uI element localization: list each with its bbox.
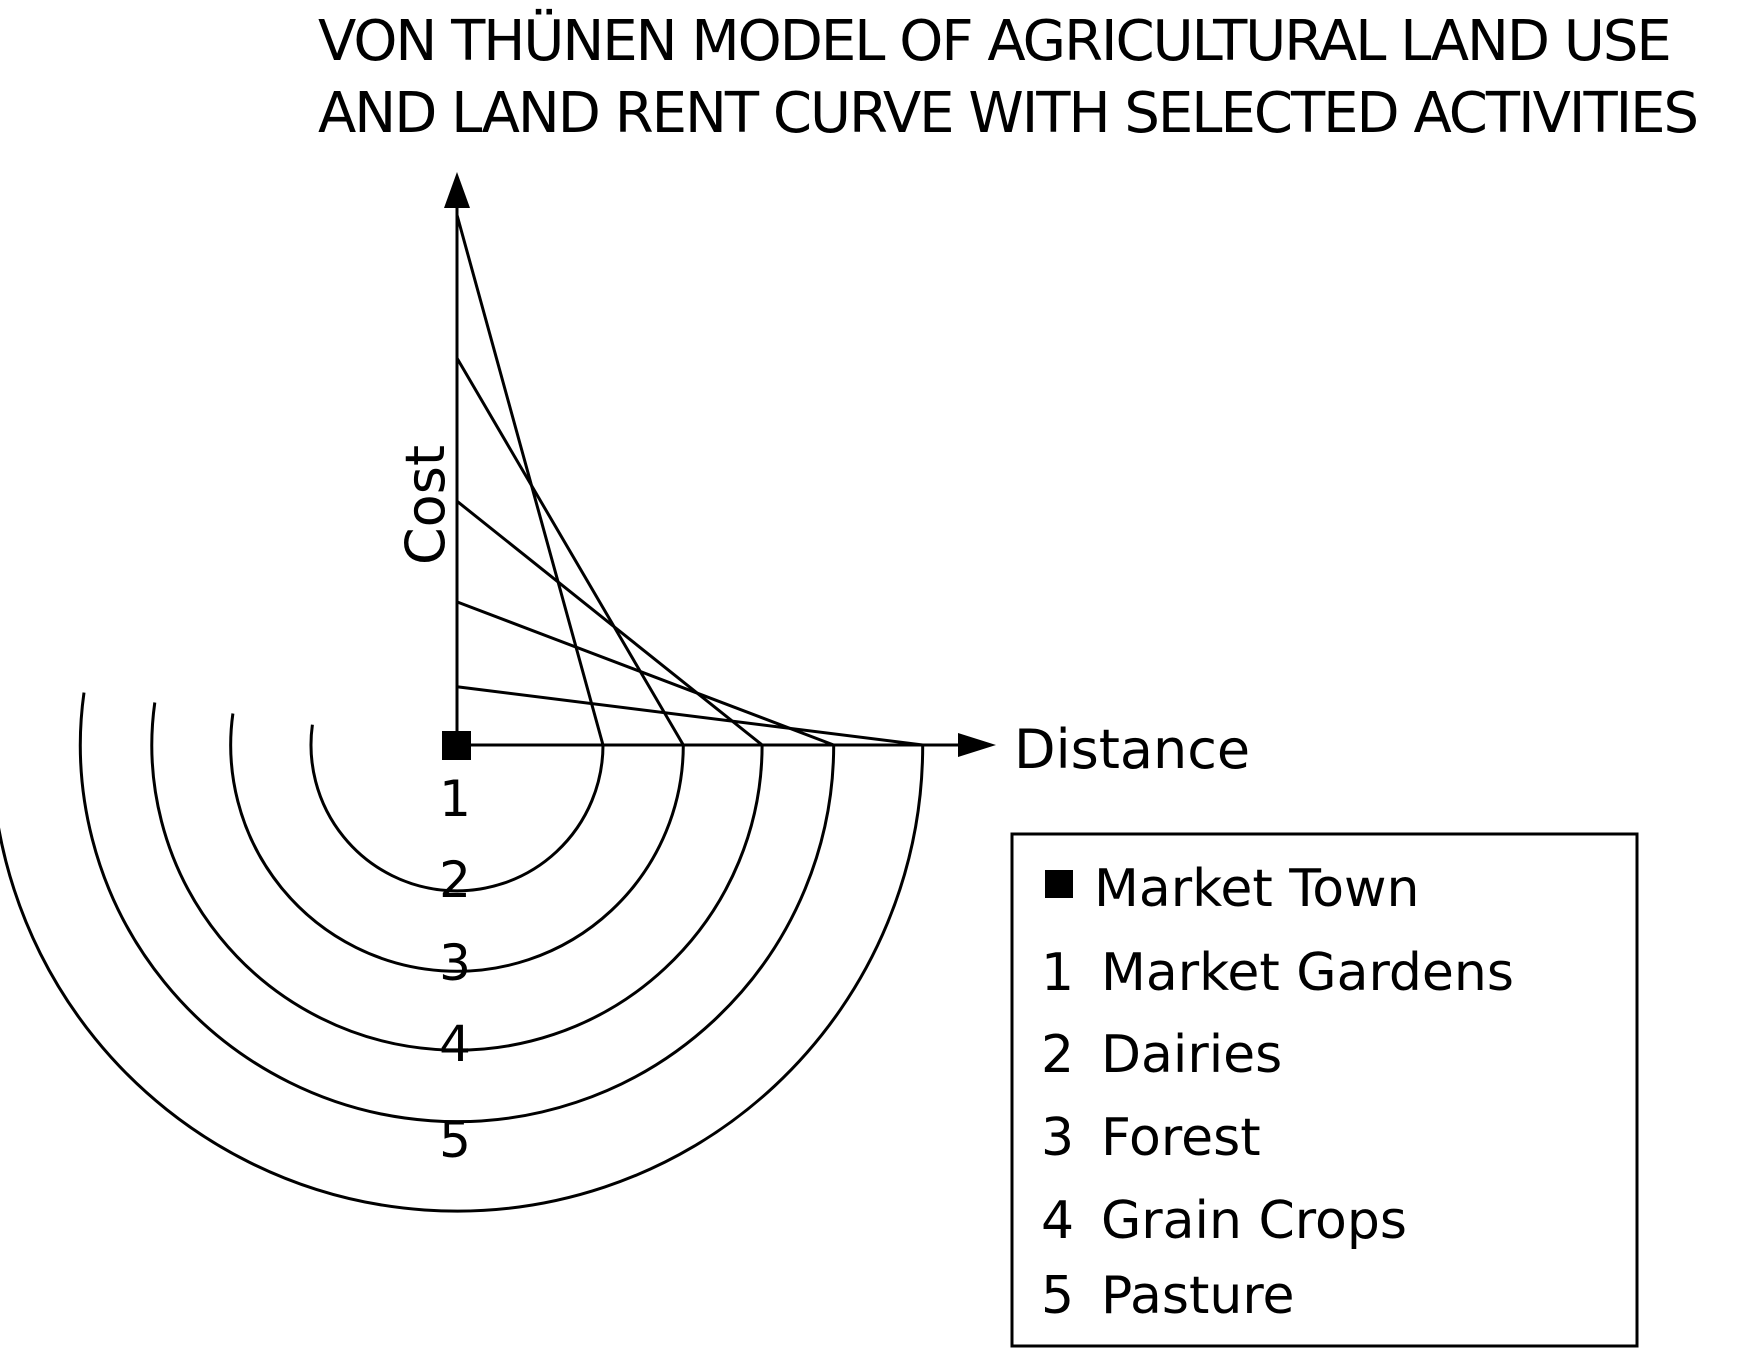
zone-label-4: 4 (439, 1015, 471, 1073)
legend-box (1010, 832, 1639, 1348)
zone-rings (0, 692, 925, 1213)
diagram-title: VON THÜNEN MODEL OF AGRICULTURAL LAND US… (318, 6, 1748, 150)
zone-ring-4 (78, 692, 836, 1124)
rent-curves (455, 214, 923, 747)
zone-ring-2 (229, 713, 685, 973)
legend-label-pasture: Pasture (1101, 1266, 1295, 1326)
y-axis-arrowhead (444, 172, 470, 208)
zone-ring-1 (309, 724, 605, 893)
legend-key-5: 5 (1041, 1266, 1074, 1326)
axes (444, 172, 996, 757)
legend-label-market-gardens: Market Gardens (1101, 943, 1514, 1003)
legend-key-3: 3 (1041, 1108, 1074, 1168)
title-line-1: VON THÜNEN MODEL OF AGRICULTURAL LAND US… (318, 9, 1672, 74)
legend-label-dairies: Dairies (1101, 1025, 1282, 1085)
legend-key-1: 1 (1041, 943, 1074, 1003)
rent-curve-zone-2 (455, 357, 685, 746)
zone-label-3: 3 (439, 934, 471, 992)
x-axis-label: Distance (1014, 718, 1250, 781)
legend-key-2: 2 (1041, 1025, 1074, 1085)
legend-label-market-town: Market Town (1094, 859, 1420, 919)
title-line-2: AND LAND RENT CURVE WITH SELECTED ACTIVI… (318, 81, 1699, 146)
zone-ring-3 (150, 702, 764, 1052)
legend-market-town-swatch (1045, 870, 1073, 898)
legend-label-forest: Forest (1101, 1108, 1261, 1168)
rent-curve-zone-3 (456, 500, 764, 747)
legend-label-grain-crops: Grain Crops (1101, 1191, 1407, 1251)
zone-labels: 1 2 3 4 5 (439, 770, 471, 1169)
zone-label-1: 1 (439, 770, 471, 828)
zone-label-5: 5 (439, 1111, 471, 1169)
legend: Market Town 1 Market Gardens 2 Dairies 3… (1010, 832, 1639, 1348)
rent-curve-zone-5 (456, 685, 923, 747)
zone-label-2: 2 (439, 851, 471, 909)
market-town-marker (442, 731, 471, 760)
zone-ring-5 (0, 744, 925, 1213)
legend-key-4: 4 (1041, 1191, 1074, 1251)
y-axis-label: Cost (394, 445, 457, 565)
rent-curve-zone-4 (456, 600, 835, 747)
x-axis-arrowhead (958, 733, 996, 757)
